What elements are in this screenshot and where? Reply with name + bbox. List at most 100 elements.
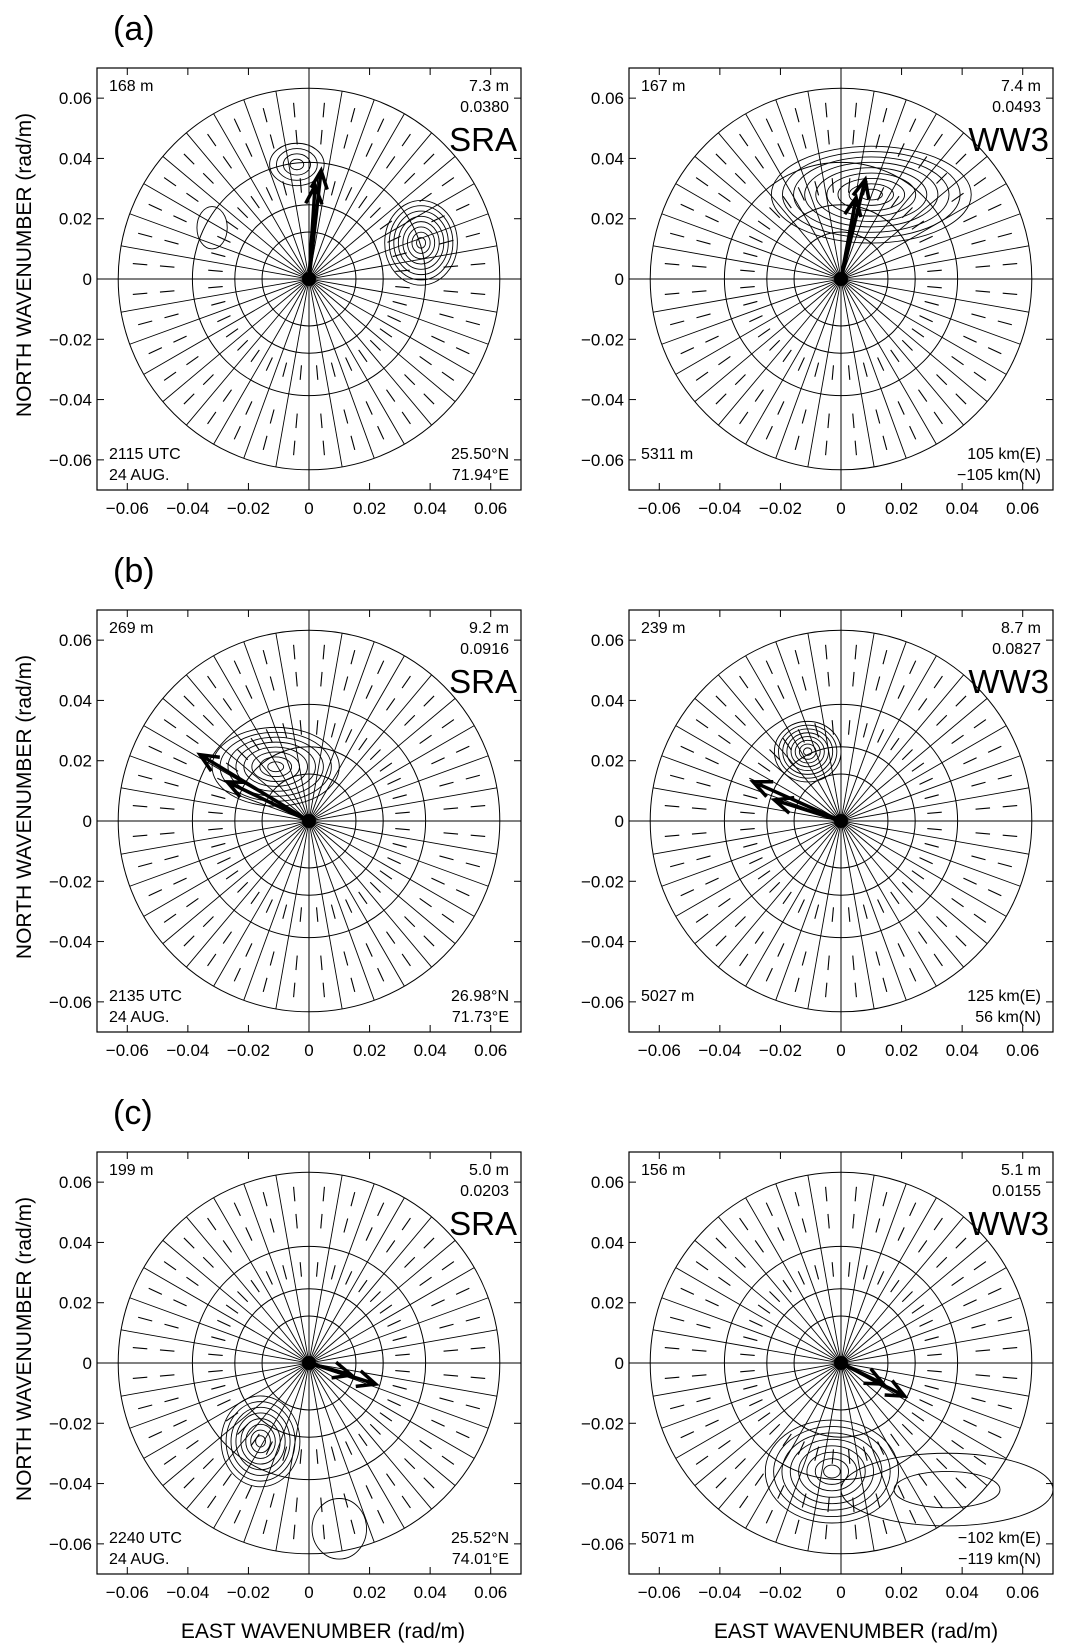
spectrum-panel-6: −0.06 −0.06 −0.04 −0.04 −0.02 −0.02 0 0 0.02 0.02… (581, 1151, 1054, 1602)
incidence-dash (852, 955, 855, 971)
x-tick-label: 0.06 (474, 499, 507, 518)
incidence-dash (696, 781, 711, 787)
direction-line (694, 698, 837, 818)
direction-line (845, 824, 988, 944)
x-tick-label: −0.06 (638, 1583, 681, 1602)
incidence-dash (377, 967, 385, 982)
y-tick-label: 0.04 (591, 691, 624, 710)
incidence-dash (173, 1299, 187, 1307)
incidence-dash (386, 1240, 396, 1253)
incidence-dash (217, 1399, 231, 1407)
incidence-dash (379, 762, 393, 772)
direction-line (213, 1368, 307, 1529)
incidence-dash (877, 357, 885, 371)
incidence-dash (909, 1509, 917, 1524)
direction-line (675, 1365, 836, 1459)
spectrum-contour (220, 1395, 301, 1488)
incidence-dash (163, 1261, 177, 1271)
incidence-dash (901, 881, 913, 893)
incidence-dash (973, 1261, 987, 1271)
direction-line (314, 213, 489, 278)
incidence-dash (470, 1376, 486, 1379)
spectrum-contour (770, 145, 972, 244)
incidence-dash (852, 129, 855, 145)
x-tick-label: −0.04 (166, 1583, 209, 1602)
incidence-dash (794, 108, 800, 123)
bottom-right-label-1: 105 km(E) (967, 446, 1041, 463)
direction-line (807, 633, 841, 816)
incidence-dash (293, 1524, 296, 1540)
incidence-dash (233, 967, 241, 982)
incidence-dash (827, 1213, 830, 1229)
direction-line (314, 183, 475, 277)
direction-line (313, 282, 456, 402)
incidence-dash (211, 794, 226, 800)
panel-plot-area (97, 1152, 521, 1574)
incidence-dash (734, 916, 746, 928)
incidence-dash (392, 842, 407, 848)
direction-line (311, 1197, 405, 1358)
incidence-dash (971, 781, 986, 787)
direction-line (661, 280, 836, 345)
direction-line (309, 1368, 343, 1551)
incidence-dash (769, 339, 781, 351)
incidence-dash (691, 832, 707, 835)
y-tick-label: −0.04 (581, 933, 624, 952)
incidence-dash (971, 855, 986, 861)
incidence-dash (401, 675, 411, 689)
incidence-dash (715, 695, 727, 707)
incidence-dash (919, 777, 933, 785)
incidence-dash (164, 1323, 179, 1329)
incidence-dash (441, 371, 455, 381)
incidence-dash (754, 698, 764, 711)
direction-line (313, 1240, 456, 1360)
direction-line (653, 1363, 836, 1397)
incidence-dash (831, 365, 834, 380)
incidence-dash (734, 1256, 746, 1268)
incidence-dash (465, 774, 480, 780)
direction-line (775, 1368, 840, 1543)
direction-line (312, 825, 432, 968)
incidence-dash (718, 734, 731, 744)
direction-line (775, 99, 840, 274)
incidence-dash (163, 913, 177, 923)
incidence-dash (343, 676, 349, 691)
incidence-dash (918, 698, 928, 711)
incidence-dash (183, 1237, 195, 1249)
incidence-dash (696, 1323, 711, 1329)
source-title: SRA (449, 1205, 517, 1242)
incidence-dash (245, 685, 253, 699)
spectrum-contour (764, 1419, 899, 1524)
direction-line (121, 787, 304, 821)
incidence-dash (801, 951, 807, 966)
direction-line (162, 698, 305, 818)
incidence-dash (269, 134, 275, 149)
spectrum-contour (794, 739, 821, 764)
incidence-dash (933, 1217, 943, 1231)
incidence-dash (401, 133, 411, 147)
x-tick-label: −0.06 (106, 1583, 149, 1602)
incidence-dash (237, 749, 249, 761)
direction-line (314, 245, 497, 279)
incidence-dash (470, 292, 486, 295)
incidence-dash (890, 349, 900, 363)
mean-direction-arrow (196, 752, 310, 823)
mean-direction-arrow (839, 193, 863, 280)
y-tick-label: 0 (615, 1354, 624, 1373)
incidence-dash (233, 660, 241, 675)
incidence-dash (443, 1349, 459, 1352)
incidence-dash (282, 723, 288, 738)
peak-wavelength-label: 269 m (109, 620, 153, 637)
direction-line (310, 826, 375, 1001)
y-tick-label: −0.04 (581, 1475, 624, 1494)
y-tick-label: −0.06 (581, 993, 624, 1012)
incidence-dash (777, 401, 785, 415)
direction-line (694, 156, 837, 276)
incidence-dash (918, 931, 928, 944)
incidence-dash (419, 356, 432, 366)
incidence-dash (801, 1493, 807, 1508)
spectrum-contour (311, 1498, 367, 1560)
incidence-dash (695, 913, 709, 923)
incidence-dash (222, 389, 232, 402)
incidence-dash (225, 1412, 239, 1422)
